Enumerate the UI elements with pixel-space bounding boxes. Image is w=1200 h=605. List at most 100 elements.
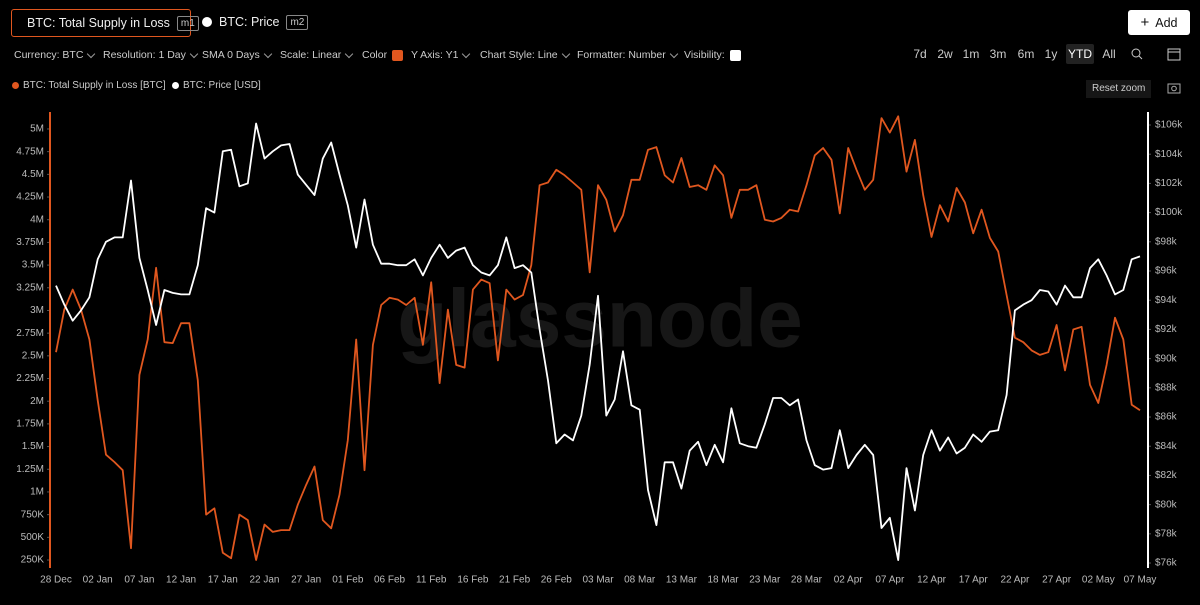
x-tick-label: 18 Mar (708, 575, 740, 586)
calendar-glyph (1167, 48, 1181, 61)
x-tick-label: 08 Mar (624, 575, 656, 586)
toolbar-item[interactable]: Y Axis: Y1 (411, 49, 471, 61)
color-swatch (392, 49, 404, 61)
y-tick-label: 1.25M (16, 464, 44, 475)
y-tick-label: 3.75M (16, 237, 44, 248)
x-tick-label: 07 May (1124, 575, 1157, 586)
y-tick-label: 4.5M (22, 169, 44, 180)
x-tick-label: 27 Jan (291, 575, 321, 586)
toolbar-label: Chart Style: Line (480, 49, 558, 61)
y2-tick-label: $86k (1155, 412, 1178, 423)
time-range-button[interactable]: All (1102, 47, 1116, 61)
reset-zoom[interactable]: Reset zoom (1086, 80, 1152, 98)
x-tick-label: 28 Dec (40, 575, 72, 586)
time-range-button[interactable]: 1m (962, 47, 980, 61)
y-tick-label: 2.25M (16, 373, 44, 384)
calendar-svg (1167, 48, 1181, 61)
calendar-icon[interactable] (1164, 44, 1184, 64)
add-button[interactable]: + Add (1128, 10, 1190, 35)
y-tick-label: 3.5M (22, 260, 44, 271)
zoom-svg (1131, 48, 1143, 60)
y-tick-label: 750K (21, 509, 45, 520)
toolbar-item[interactable]: Resolution: 1 Day (103, 49, 199, 61)
zoom-glyph (1131, 48, 1141, 58)
series-tag: m1 (176, 15, 199, 31)
time-range-button[interactable]: 3m (989, 47, 1007, 61)
legend-dot (12, 82, 19, 89)
series-line (55, 115, 1141, 561)
y2-tick-label: $90k (1155, 353, 1178, 364)
plus-icon: + (1140, 14, 1150, 31)
x-tick-label: 17 Jan (208, 575, 238, 586)
toolbar-item[interactable]: Formatter: Number (577, 49, 678, 61)
legend-item[interactable]: BTC: Price [USD] (172, 80, 261, 91)
camera-glyph (1171, 85, 1177, 92)
y-tick-label: 1.5M (22, 441, 44, 452)
toolbar-item[interactable]: Currency: BTC (14, 49, 96, 61)
toolbar-label: Y Axis: Y1 (411, 49, 459, 61)
toolbar-item[interactable]: Scale: Linear (280, 49, 354, 61)
y2-tick-label: $102k (1155, 178, 1183, 189)
x-tick-label: 13 Mar (666, 575, 698, 586)
legend-label: BTC: Price [USD] (183, 80, 261, 91)
x-tick-label: 01 Feb (332, 575, 364, 586)
x-tick-label: 02 May (1082, 575, 1115, 586)
x-tick-label: 22 Apr (1000, 575, 1030, 586)
toolbar-item[interactable]: Visibility: (684, 49, 741, 61)
time-range-button[interactable]: 7d (913, 47, 927, 61)
x-tick-label: 12 Apr (917, 575, 947, 586)
checkbox (729, 49, 741, 61)
series-tab[interactable]: BTC: Price m2 (194, 9, 316, 35)
time-range-button[interactable]: 1y (1044, 47, 1058, 61)
y2-tick-label: $98k (1155, 236, 1178, 247)
y2-tick-label: $106k (1155, 120, 1183, 131)
y-tick-label: 2M (30, 396, 44, 407)
x-tick-label: 23 Mar (749, 575, 781, 586)
toolbar-item[interactable]: SMA 0 Days (202, 49, 273, 61)
x-tick-label: 22 Jan (249, 575, 279, 586)
series-tab[interactable]: BTC: Total Supply in Loss m1 (11, 9, 199, 37)
time-range-button[interactable]: 6m (1017, 47, 1035, 61)
y-tick-label: 4.25M (16, 192, 44, 203)
toolbar-item[interactable]: Color (362, 49, 404, 61)
series-dot (202, 17, 212, 27)
legend-dot (172, 82, 179, 89)
y-tick-label: 500K (21, 532, 45, 543)
y-tick-label: 4.75M (16, 146, 44, 157)
y-tick-label: 3M (30, 305, 44, 316)
x-tick-label: 07 Apr (875, 575, 905, 586)
toolbar-label: Formatter: Number (577, 49, 666, 61)
y-tick-label: 4M (30, 214, 44, 225)
legend-label: BTC: Total Supply in Loss [BTC] (23, 80, 166, 91)
x-tick-label: 27 Apr (1042, 575, 1072, 586)
zoom-icon[interactable] (1126, 44, 1148, 64)
camera-svg (1167, 83, 1181, 94)
y-tick-label: 2.75M (16, 328, 44, 339)
y-tick-label: 1.75M (16, 419, 44, 430)
x-tick-label: 16 Feb (457, 575, 489, 586)
y2-tick-label: $94k (1155, 295, 1178, 306)
series-line (55, 122, 1141, 561)
x-tick-label: 17 Apr (959, 575, 989, 586)
x-tick-label: 06 Feb (374, 575, 406, 586)
legend-item[interactable]: BTC: Total Supply in Loss [BTC] (12, 80, 166, 91)
y2-tick-label: $88k (1155, 382, 1178, 393)
x-tick-label: 07 Jan (124, 575, 154, 586)
x-tick-label: 26 Feb (541, 575, 573, 586)
add-label: Add (1155, 15, 1178, 30)
x-tick-label: 03 Mar (582, 575, 614, 586)
camera-glyph (1167, 83, 1181, 94)
y-tick-label: 5M (30, 124, 44, 135)
toolbar-item[interactable]: Chart Style: Line (480, 49, 570, 61)
x-tick-label: 02 Apr (834, 575, 864, 586)
time-range-button[interactable]: YTD (1066, 44, 1094, 64)
y-tick-label: 3.25M (16, 282, 44, 293)
y2-tick-label: $96k (1155, 266, 1178, 277)
time-range-button[interactable]: 2w (937, 47, 953, 61)
x-tick-label: 12 Jan (166, 575, 196, 586)
toolbar-label: Resolution: 1 Day (103, 49, 186, 61)
x-tick-label: 28 Mar (791, 575, 823, 586)
camera-icon[interactable] (1166, 81, 1182, 100)
